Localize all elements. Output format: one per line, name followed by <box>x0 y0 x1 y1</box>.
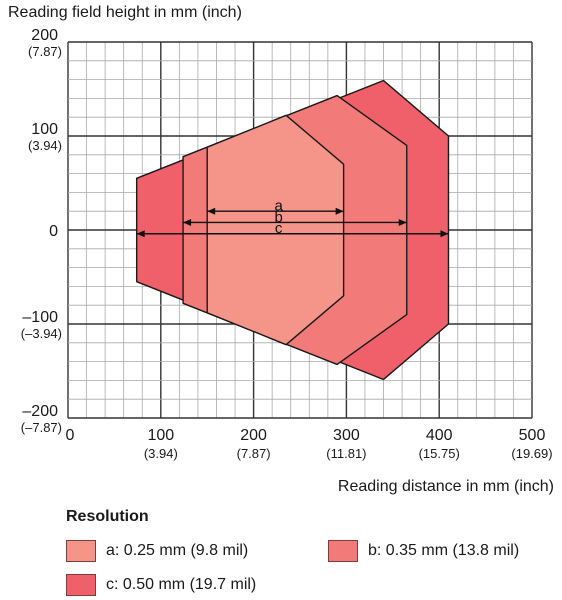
legend-title: Resolution <box>66 508 149 525</box>
legend-label-a: a: 0.25 mm (9.8 mil) <box>106 542 249 559</box>
legend-label-c: c: 0.50 mm (19.7 mil) <box>106 576 257 593</box>
legend-item-a: a: 0.25 mm (9.8 mil) <box>66 540 248 562</box>
legend-swatch-c <box>66 574 96 596</box>
y-tick-label: 0 <box>49 223 58 240</box>
range-label-c: c <box>275 220 283 237</box>
range-arrow-left-a <box>207 207 216 215</box>
legend-item-c: c: 0.50 mm (19.7 mil) <box>66 574 256 596</box>
y-tick-inch-label: (3.94) <box>28 138 62 153</box>
x-tick-label: 500 <box>519 427 546 444</box>
y-tick-label: –100 <box>22 309 58 326</box>
range-label-a: a <box>274 198 283 215</box>
x-tick-inch-label: (11.81) <box>326 446 366 461</box>
x-tick-inch-label: (3.94) <box>144 446 178 461</box>
range-arrow-left-c <box>136 230 145 238</box>
x-tick-inch-label: (7.87) <box>237 446 271 461</box>
x-tick-label: 400 <box>426 427 453 444</box>
y-tick-inch-label: (7.87) <box>28 44 62 59</box>
x-tick-inch-label: (19.69) <box>511 446 552 461</box>
range-arrow-left-b <box>183 218 192 226</box>
y-tick-label: 100 <box>31 121 58 138</box>
x-tick-label: 200 <box>240 427 267 444</box>
y-axis-title: Reading field height in mm (inch) <box>8 4 242 21</box>
field-area-a <box>206 114 345 346</box>
x-tick-label: 300 <box>333 427 360 444</box>
x-axis-title: Reading distance in mm (inch) <box>337 478 554 495</box>
y-tick-inch-label: (–7.87) <box>21 420 62 435</box>
range-arrow-right-b <box>398 218 407 226</box>
y-tick-label: –200 <box>22 403 58 420</box>
legend-item-b: b: 0.35 mm (13.8 mil) <box>328 540 519 562</box>
x-tick-label: 100 <box>147 427 174 444</box>
legend-swatch-a <box>66 540 96 562</box>
range-arrow-right-c <box>440 230 449 238</box>
x-tick-label: 0 <box>66 427 75 444</box>
y-tick-label: 200 <box>31 27 58 44</box>
range-arrow-right-a <box>335 207 344 215</box>
x-tick-inch-label: (15.75) <box>419 446 460 461</box>
legend-label-b: b: 0.35 mm (13.8 mil) <box>368 542 520 559</box>
legend-swatch-b <box>328 540 358 562</box>
y-tick-inch-label: (–3.94) <box>21 326 62 341</box>
range-label-b: b <box>274 209 282 226</box>
